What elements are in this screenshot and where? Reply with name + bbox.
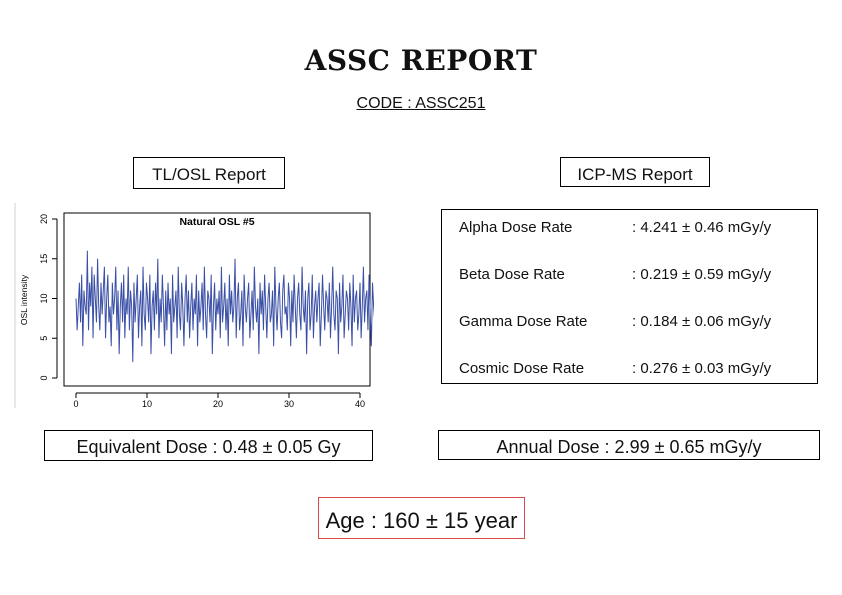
x-tick-label: 10: [142, 399, 152, 409]
dose-value: : 0.219 ± 0.59 mGy/y: [632, 266, 772, 283]
chart-title: Natural OSL #5: [179, 216, 254, 228]
dose-label: Beta Dose Rate: [459, 266, 565, 283]
report-code: CODE : ASSC251: [0, 95, 842, 113]
x-tick-label: 30: [284, 399, 294, 409]
equivalent-dose: Equivalent Dose : 0.48 ± 0.05 Gy: [44, 430, 373, 461]
dose-label: Cosmic Dose Rate: [459, 360, 585, 377]
y-tick-label: 0: [39, 375, 49, 380]
y-tick-label: 15: [39, 254, 49, 264]
y-tick-label: 20: [39, 214, 49, 224]
x-tick-label: 20: [213, 399, 223, 409]
dose-value: : 4.241 ± 0.46 mGy/y: [632, 219, 772, 236]
annual-dose: Annual Dose : 2.99 ± 0.65 mGy/y: [438, 430, 820, 460]
dose-label: Gamma Dose Rate: [459, 313, 588, 330]
osl-chart: Natural OSL #5 OSL intensity 0 10 20 30 40 0 5…: [14, 203, 374, 409]
report-title: ASSC REPORT: [304, 44, 538, 77]
x-tick-label: 0: [73, 399, 78, 409]
y-tick-label: 5: [39, 336, 49, 341]
dose-value: : 0.276 ± 0.03 mGy/y: [632, 360, 772, 377]
dose-label: Alpha Dose Rate: [459, 219, 573, 236]
icp-ms-heading: ICP-MS Report: [560, 157, 710, 187]
age-result: Age : 160 ± 15 year: [318, 497, 525, 539]
tl-osl-heading: TL/OSL Report: [133, 157, 285, 189]
y-axis-label: OSL intensity: [19, 274, 29, 325]
y-tick-label: 10: [39, 293, 49, 303]
chart-axes: 0 10 20 30 40 0 5 10 15 20: [39, 214, 365, 409]
dose-value: : 0.184 ± 0.06 mGy/y: [632, 313, 772, 330]
series-line: [75, 250, 374, 363]
dose-rate-table: Alpha Dose Rate : 4.241 ± 0.46 mGy/y Bet…: [441, 209, 818, 384]
x-tick-label: 40: [355, 399, 365, 409]
report-code-text: CODE : ASSC251: [356, 95, 486, 112]
